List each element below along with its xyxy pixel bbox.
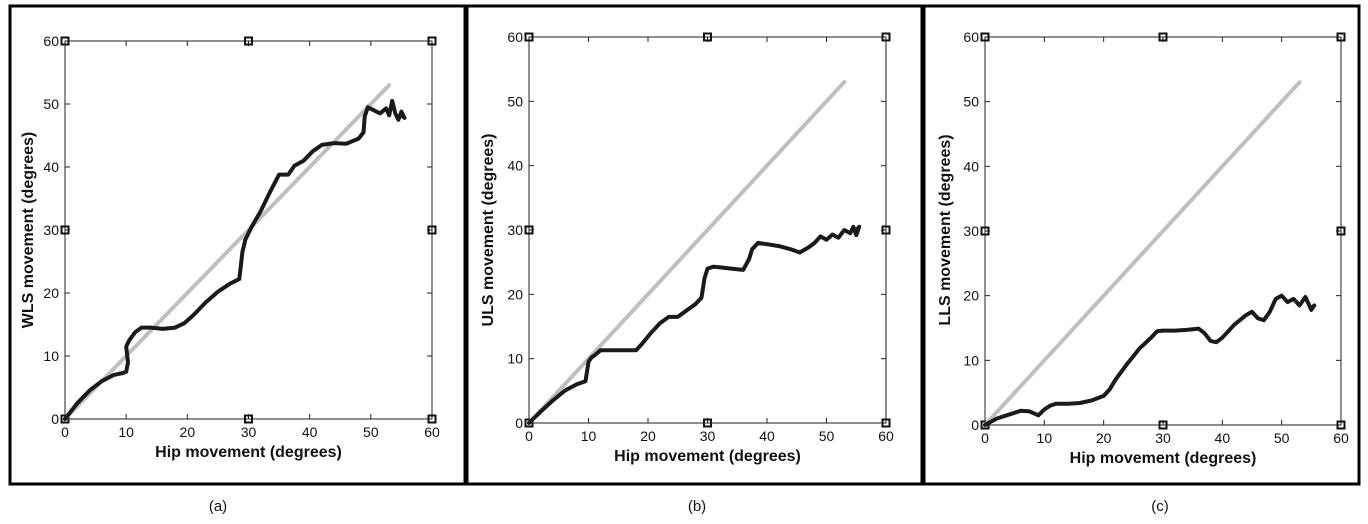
x-tick-label: 20 (640, 428, 656, 444)
x-tick-label: 30 (241, 424, 257, 440)
x-tick-label: 40 (302, 424, 318, 440)
axis-marker (244, 36, 253, 46)
axis-marker (427, 225, 437, 235)
x-tick-label: 40 (1215, 430, 1231, 446)
chart-panel-3: 0 10 20 30 40 50 60 0 10 20 30 40 50 60 Hip movement (… (922, 4, 1361, 515)
panel-frame (8, 4, 467, 486)
axis-marker (524, 418, 534, 428)
measured-line (63, 98, 407, 421)
y-tick-label: 10 (507, 351, 523, 367)
y-tick-label: 60 (963, 29, 979, 45)
x-tick-label: 0 (61, 424, 69, 440)
y-tick-label: 60 (43, 33, 59, 49)
axis-marker (881, 32, 891, 42)
axis-marker (980, 32, 990, 42)
y-tick-label: 50 (507, 93, 523, 109)
x-tick-label: 50 (363, 424, 379, 440)
y-tick-label: 10 (43, 348, 59, 364)
y-tick-label: 50 (963, 94, 979, 110)
x-tick-label: 10 (118, 424, 134, 440)
axis-marker (1336, 32, 1346, 42)
axis-marker (60, 414, 70, 424)
panel-caption: (b) (688, 498, 706, 515)
x-tick-label: 10 (1037, 430, 1053, 446)
axis-marker (881, 418, 891, 428)
y-tick-label: 20 (963, 288, 979, 304)
y-axis-label: ULS movement (degrees) (480, 134, 497, 327)
y-tick-label: 40 (507, 158, 523, 174)
chart-panel-1: 0 10 20 30 40 50 60 0 10 20 30 40 50 60 Hip movement (… (8, 4, 467, 515)
y-tick-label: 20 (43, 285, 59, 301)
x-tick-label: 60 (1333, 430, 1349, 446)
y-tick-label: 20 (507, 286, 523, 302)
x-tick-label: 50 (819, 428, 835, 444)
axis-marker (427, 36, 437, 46)
y-tick-label: 30 (507, 222, 523, 238)
x-axis-label: Hip movement (degrees) (155, 444, 342, 461)
y-tick-label: 10 (963, 352, 979, 368)
y-axis-label: LLS movement (degrees) (937, 134, 954, 325)
y-tick-label: 40 (963, 158, 979, 174)
axis-marker (524, 225, 534, 235)
panel-frame (922, 4, 1361, 486)
axis-marker (427, 414, 437, 424)
chart-panel-2: 0 10 20 30 40 50 60 0 10 20 30 40 50 60 Hip movement (… (465, 4, 924, 515)
y-tick-label: 30 (43, 222, 59, 238)
axis-marker (524, 32, 534, 42)
x-tick-label: 30 (700, 428, 716, 444)
y-tick-label: 0 (971, 417, 979, 433)
panel-caption: (c) (1151, 498, 1169, 515)
y-tick-label: 50 (43, 96, 59, 112)
panel-frame (465, 4, 924, 486)
y-tick-label: 60 (507, 29, 523, 45)
axis-marker (1336, 420, 1346, 430)
y-tick-label: 30 (963, 223, 979, 239)
x-tick-label: 30 (1155, 430, 1171, 446)
axis-marker (881, 225, 891, 235)
x-axis-label: Hip movement (degrees) (614, 448, 801, 465)
panel-caption: (a) (209, 498, 227, 515)
axis-marker (1158, 420, 1168, 430)
axis-marker (244, 414, 253, 424)
x-axis-label: Hip movement (degrees) (1070, 450, 1257, 467)
y-tick-label: 40 (43, 159, 59, 175)
identity-line (983, 80, 1302, 427)
axis-marker (703, 418, 712, 428)
x-tick-label: 50 (1274, 430, 1290, 446)
y-tick-label: 0 (515, 415, 523, 431)
x-tick-label: 0 (525, 428, 533, 444)
y-tick-label: 0 (51, 411, 59, 427)
axis-marker (1336, 226, 1346, 236)
measured-line (527, 224, 862, 425)
axis-marker (60, 36, 70, 46)
identity-line (527, 80, 847, 425)
axis-marker (703, 32, 712, 42)
x-tick-label: 40 (759, 428, 775, 444)
measured-line (983, 293, 1317, 427)
axis-marker (60, 225, 70, 235)
x-tick-label: 20 (180, 424, 196, 440)
x-tick-label: 60 (424, 424, 440, 440)
y-axis-label: WLS movement (degrees) (20, 132, 37, 328)
axis-marker (1158, 32, 1168, 42)
identity-line (63, 83, 392, 421)
x-tick-label: 0 (981, 430, 989, 446)
x-tick-label: 20 (1096, 430, 1112, 446)
axis-marker (980, 226, 990, 236)
x-tick-label: 60 (878, 428, 894, 444)
x-tick-label: 10 (581, 428, 597, 444)
